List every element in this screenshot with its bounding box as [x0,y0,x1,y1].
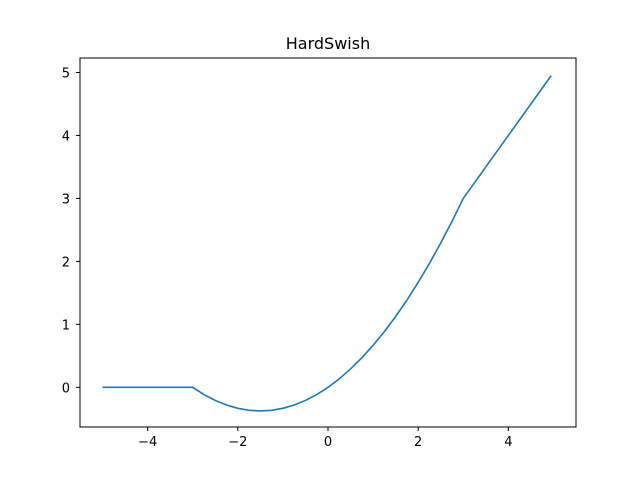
chart-title: HardSwish [286,34,370,53]
x-tick-label: −4 [138,435,157,450]
x-tick-label: 2 [414,435,422,450]
y-tick-label: 0 [62,381,70,396]
series-line-hardswish [102,75,552,412]
x-tick-label: 4 [504,435,512,450]
x-tick-label: −2 [228,435,247,450]
plot-area: −4 −2 0 2 4 0 1 2 3 4 5 [62,66,552,450]
y-tick-label: 2 [62,255,70,270]
y-tick-label: 1 [62,318,70,333]
axes-frame [79,57,577,428]
y-tick-label: 3 [62,192,70,207]
y-tick-label: 4 [62,129,70,144]
y-tick-label: 5 [62,66,70,81]
x-tick-label: 0 [324,435,332,450]
